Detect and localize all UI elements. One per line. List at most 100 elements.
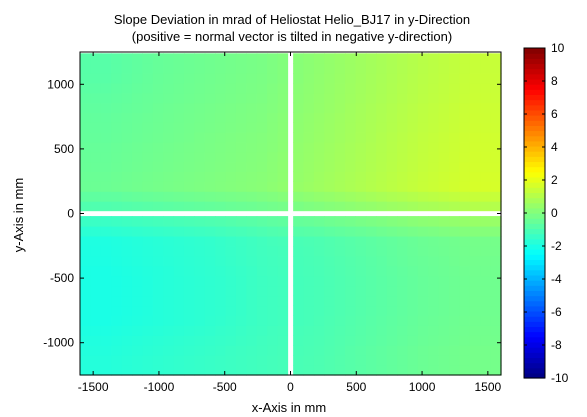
heatmap-cell <box>256 73 268 84</box>
heatmap-cell <box>277 345 289 356</box>
heatmap-cell <box>324 73 336 84</box>
heatmap-cell <box>365 181 377 192</box>
heatmap-cell <box>303 63 315 74</box>
heatmap-cell <box>324 112 336 123</box>
heatmap-cell <box>324 63 336 74</box>
heatmap-cell <box>365 73 377 84</box>
heatmap-cell <box>417 265 429 277</box>
heatmap-cell <box>376 216 388 227</box>
heatmap-cell <box>417 63 429 74</box>
heatmap-cell <box>121 112 133 123</box>
heatmap-cell <box>469 275 481 287</box>
heatmap-cell <box>277 151 289 163</box>
heatmap-cell <box>80 102 91 113</box>
heatmap-cell <box>183 305 195 316</box>
heatmap-cell <box>277 285 289 297</box>
heatmap-cell <box>142 305 154 316</box>
heatmap-cell <box>490 53 502 64</box>
heatmap-cell <box>386 63 398 74</box>
heatmap-cell <box>173 112 185 123</box>
heatmap-cell <box>480 285 492 297</box>
heatmap-cell <box>345 285 357 297</box>
facet-upper-left <box>80 53 289 212</box>
heatmap-cell <box>100 171 112 182</box>
heatmap-cell <box>397 355 409 366</box>
heatmap-cell <box>459 151 471 163</box>
heatmap-cell <box>376 295 388 307</box>
heatmap-cell <box>152 102 164 113</box>
heatmap-cell <box>256 245 268 257</box>
heatmap-cell <box>324 92 336 104</box>
heatmap-cell <box>490 325 502 336</box>
heatmap-cell <box>376 285 388 297</box>
colorbar-tick-label: 2 <box>551 173 558 187</box>
heatmap-cell <box>417 275 429 287</box>
heatmap-cell <box>480 355 492 366</box>
heatmap-cell <box>480 191 492 202</box>
heatmap-cell <box>449 305 461 316</box>
heatmap-cell <box>246 365 258 376</box>
heatmap-cell <box>194 191 206 202</box>
colorbar-segment <box>524 290 545 297</box>
colorbar-segment <box>524 352 545 358</box>
x-tick-label: -1000 <box>144 380 175 394</box>
heatmap-cell <box>215 122 227 133</box>
heatmap-cell <box>313 63 325 74</box>
heatmap-cell <box>100 161 112 173</box>
heatmap-cell <box>142 365 154 376</box>
heatmap-cell <box>417 315 429 326</box>
heatmap-cell <box>365 285 377 297</box>
heatmap-cell <box>303 191 315 202</box>
heatmap-cell <box>121 335 133 346</box>
heatmap-cell <box>204 325 216 336</box>
heatmap-cell <box>194 235 206 247</box>
heatmap-cell <box>256 285 268 297</box>
heatmap-cell <box>100 102 112 113</box>
heatmap-cell <box>438 141 450 153</box>
heatmap-cell <box>397 325 409 336</box>
heatmap-cell <box>428 181 440 192</box>
heatmap-cell <box>480 181 492 192</box>
colorbar-segment <box>524 166 545 173</box>
heatmap-cell <box>267 365 279 376</box>
heatmap-cell <box>142 82 154 94</box>
heatmap-cell <box>256 325 268 336</box>
heatmap-cell <box>428 92 440 104</box>
heatmap-cell <box>480 82 492 94</box>
heatmap-cell <box>194 132 206 143</box>
heatmap-cell <box>303 141 315 153</box>
heatmap-cell <box>111 92 123 104</box>
heatmap-cell <box>215 255 227 267</box>
heatmap-cell <box>365 122 377 133</box>
colorbar-segment <box>524 94 545 101</box>
heatmap-cell <box>121 171 133 182</box>
heatmap-cell <box>152 53 164 64</box>
heatmap-cell <box>173 295 185 307</box>
heatmap-cell <box>417 191 429 202</box>
heatmap-cell <box>173 216 185 227</box>
heatmap-cell <box>397 122 409 133</box>
heatmap-cell <box>90 305 102 316</box>
heatmap-cell <box>438 245 450 257</box>
heatmap-cell <box>204 63 216 74</box>
heatmap-cell <box>490 191 502 202</box>
heatmap-cell <box>386 305 398 316</box>
heatmap-cell <box>355 92 367 104</box>
heatmap-cell <box>163 122 175 133</box>
heatmap-cell <box>469 216 481 227</box>
heatmap-cell <box>173 265 185 277</box>
colorbar-segment <box>524 233 545 240</box>
y-tick-label: -500 <box>50 271 74 285</box>
heatmap-cell <box>428 365 440 376</box>
heatmap-cell <box>90 82 102 94</box>
heatmap-cell <box>194 63 206 74</box>
heatmap-cell <box>428 141 440 153</box>
heatmap-cell <box>194 275 206 287</box>
heatmap-cell <box>469 235 481 247</box>
heatmap-cell <box>459 285 471 297</box>
heatmap-cell <box>173 345 185 356</box>
heatmap-cell <box>417 73 429 84</box>
heatmap-cell <box>90 325 102 336</box>
colorbar-segment <box>524 171 545 178</box>
heatmap-cell <box>246 92 258 104</box>
